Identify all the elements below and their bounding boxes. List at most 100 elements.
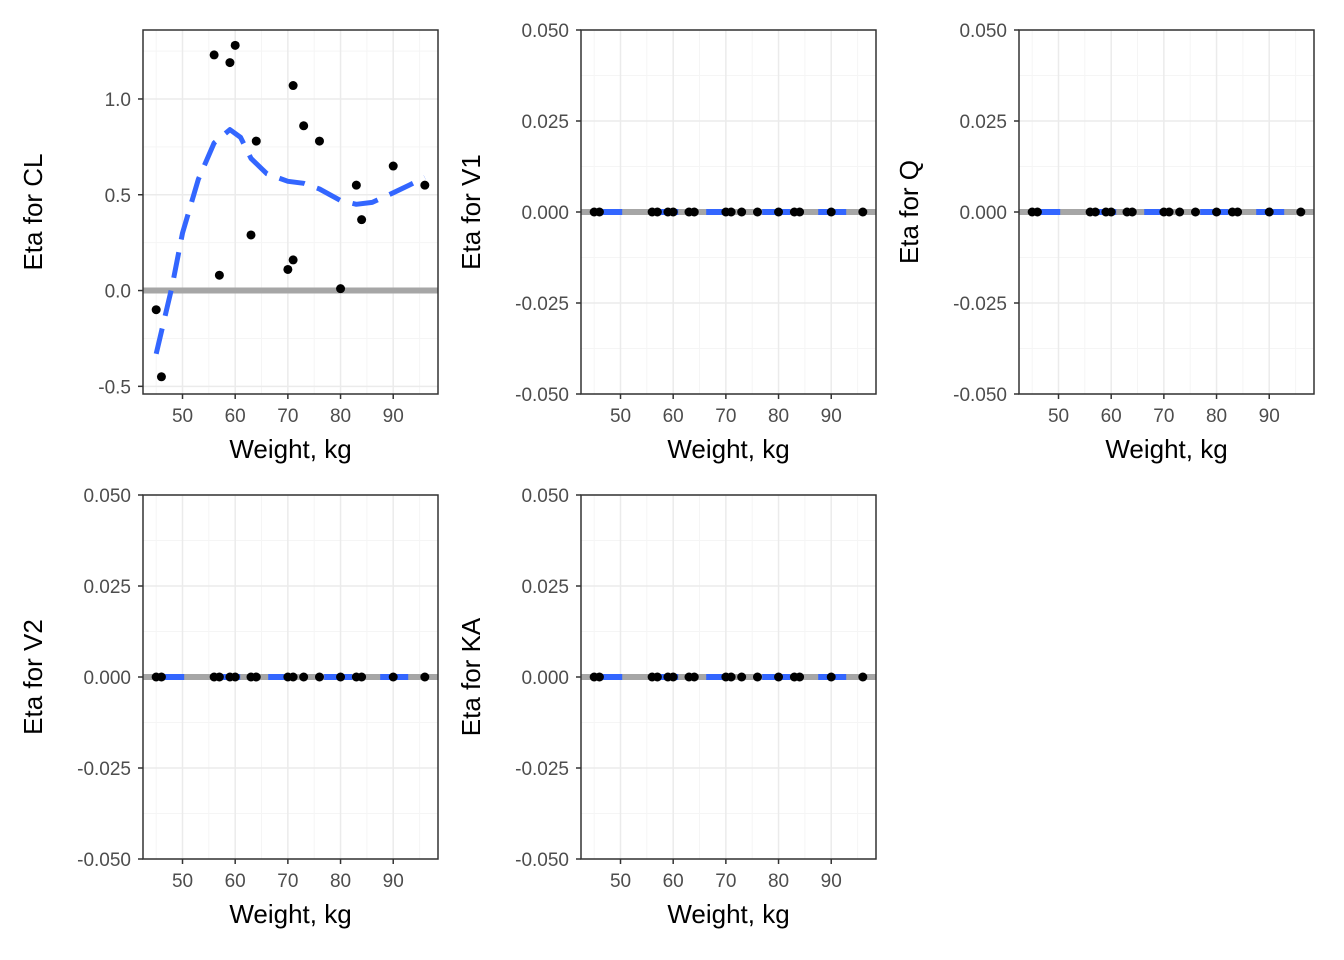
data-point: [1190, 207, 1200, 217]
x-tick-label: 80: [330, 406, 351, 427]
x-tick-label: 60: [225, 406, 246, 427]
panel-2: 50 60 70 80 90 -0.050 -0.025 0.000 0.025 0.050 Wei…: [456, 21, 877, 464]
y-tick-label: 0.025: [521, 577, 569, 598]
data-point: [826, 207, 836, 217]
y-tick-label: 0.000: [959, 203, 1007, 224]
data-point: [283, 264, 293, 274]
panel-border: [142, 29, 439, 395]
data-point: [826, 672, 836, 682]
data-point: [858, 207, 868, 217]
y-tick-label: 0.5: [105, 186, 131, 207]
x-tick-label: 70: [715, 871, 736, 892]
panel-background: [143, 30, 438, 394]
data-point: [288, 81, 298, 91]
data-point: [752, 207, 762, 217]
data-point: [230, 672, 240, 682]
data-point: [726, 207, 736, 217]
y-tick-label: 0.050: [521, 486, 569, 507]
y-tick-label: -0.025: [77, 759, 131, 780]
x-tick-label: 60: [663, 406, 684, 427]
data-point: [388, 672, 398, 682]
x-tick-label: 80: [1206, 406, 1227, 427]
y-tick-label: 0.000: [83, 668, 131, 689]
x-axis-title: Weight, kg: [667, 899, 789, 929]
data-point: [314, 136, 324, 146]
x-tick-label: 50: [610, 406, 631, 427]
smooth-line: [153, 127, 426, 355]
data-point: [774, 672, 784, 682]
y-axis-title: Eta for CL: [18, 153, 48, 270]
x-tick-label: 90: [821, 406, 842, 427]
y-axis-title: Eta for Q: [894, 160, 924, 264]
y-tick-label: 0.025: [959, 112, 1007, 133]
y-axis-title: Eta for V1: [456, 154, 486, 270]
x-tick-label: 90: [821, 871, 842, 892]
y-axis-title: Eta for KA: [456, 617, 486, 736]
x-tick-label: 60: [663, 871, 684, 892]
x-tick-label: 50: [610, 871, 631, 892]
data-point: [351, 180, 361, 190]
x-axis-title: Weight, kg: [1105, 434, 1227, 464]
x-tick-label: 50: [1048, 406, 1069, 427]
data-point: [1264, 207, 1274, 217]
y-tick-label: -0.5: [98, 377, 131, 398]
x-tick-label: 80: [330, 871, 351, 892]
data-point: [689, 672, 699, 682]
data-point: [652, 207, 662, 217]
data-point: [246, 230, 256, 240]
y-tick-label: 0.0: [105, 282, 131, 303]
x-tick-label: 90: [1259, 406, 1280, 427]
panel-1: 50 60 70 80 90 -0.5 0.0 0.5 1.0 Weight, kg Eta for…: [18, 29, 439, 464]
y-tick-label: -0.025: [515, 294, 569, 315]
data-point: [1212, 207, 1222, 217]
data-point: [357, 672, 367, 682]
data-point: [594, 672, 604, 682]
data-point: [251, 136, 261, 146]
x-tick-label: 50: [172, 871, 193, 892]
x-tick-label: 80: [768, 406, 789, 427]
data-point: [299, 672, 309, 682]
data-point: [251, 672, 261, 682]
y-tick-label: 0.025: [521, 112, 569, 133]
data-point: [752, 672, 762, 682]
x-tick-label: 70: [277, 406, 298, 427]
x-tick-label: 90: [383, 406, 404, 427]
x-axis-title: Weight, kg: [229, 434, 351, 464]
data-point: [314, 672, 324, 682]
data-point: [1127, 207, 1137, 217]
data-point: [288, 255, 298, 265]
data-point: [689, 207, 699, 217]
data-point: [420, 672, 430, 682]
panel-4: 50 60 70 80 90 -0.050 -0.025 0.000 0.025 0.050 Wei…: [18, 486, 439, 929]
data-point: [214, 270, 224, 280]
panel-3: 50 60 70 80 90 -0.050 -0.025 0.000 0.025 0.050 Wei…: [894, 21, 1315, 464]
data-point: [1164, 207, 1174, 217]
data-point: [1032, 207, 1042, 217]
y-tick-label: -0.050: [77, 850, 131, 871]
data-point: [336, 672, 346, 682]
x-tick-label: 60: [1101, 406, 1122, 427]
x-axis-title: Weight, kg: [229, 899, 351, 929]
data-point: [668, 207, 678, 217]
y-tick-label: -0.050: [515, 850, 569, 871]
data-point: [737, 207, 747, 217]
x-axis-title: Weight, kg: [667, 434, 789, 464]
data-point: [1106, 207, 1116, 217]
y-tick-label: 0.025: [83, 577, 131, 598]
data-point: [214, 672, 224, 682]
y-axis-title: Eta for V2: [18, 619, 48, 735]
data-point: [795, 207, 805, 217]
data-point: [774, 207, 784, 217]
data-point: [388, 161, 398, 171]
data-point: [1296, 207, 1306, 217]
data-point: [336, 284, 346, 294]
data-point: [594, 207, 604, 217]
data-point: [151, 305, 161, 315]
x-tick-label: 50: [172, 406, 193, 427]
y-tick-label: 0.000: [521, 668, 569, 689]
data-point: [156, 672, 166, 682]
y-tick-label: 0.050: [521, 21, 569, 42]
x-tick-label: 70: [1153, 406, 1174, 427]
data-point: [420, 180, 430, 190]
